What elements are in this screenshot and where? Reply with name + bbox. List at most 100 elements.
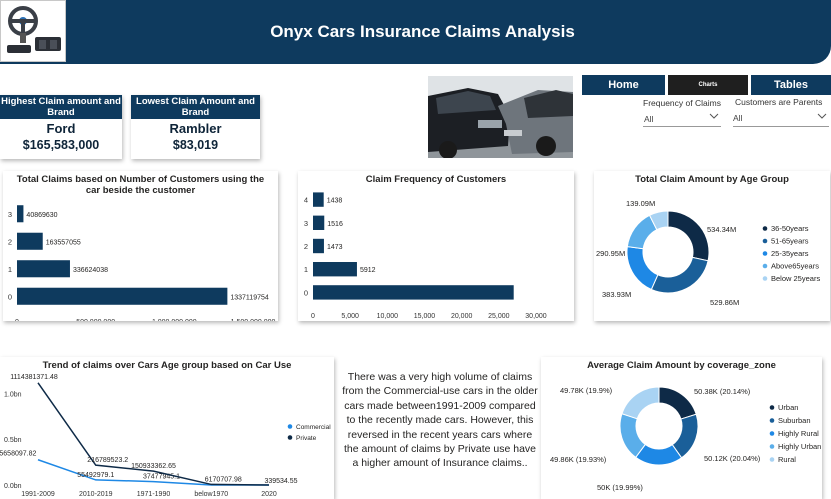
legend-label: Above65years xyxy=(771,262,819,271)
data-label: 55492979.1 xyxy=(77,472,114,479)
slicer-parents-value[interactable]: All xyxy=(733,113,743,123)
kpi-heading: Lowest Claim Amount and Brand xyxy=(131,95,260,119)
bar xyxy=(313,262,357,277)
chart-title: Total Claim Amount by Age Group xyxy=(635,174,789,185)
data-label: 1114381371.48 xyxy=(10,374,58,381)
chevron-down-icon[interactable] xyxy=(817,113,827,121)
legend-label: Private xyxy=(296,435,317,442)
legend-label: Highly Rural xyxy=(778,429,819,438)
legend-marker xyxy=(769,457,775,462)
y-tick-label: 2 xyxy=(304,242,308,251)
donut-slice xyxy=(667,210,710,262)
bar xyxy=(313,215,325,230)
chart-title: Total Claims based on Number of Customer… xyxy=(16,174,265,196)
bar xyxy=(17,205,24,223)
x-tick-label: 0 xyxy=(15,319,19,321)
chart-claims-by-customers: Total Claims based on Number of Customer… xyxy=(3,171,278,321)
legend-marker xyxy=(762,238,768,244)
x-tick-label: 5,000 xyxy=(341,313,359,320)
legend-marker xyxy=(762,226,768,231)
slice-label: 50K (19.99%) xyxy=(597,483,643,492)
chart-title: Average Claim Amount by coverage_zone xyxy=(587,360,776,371)
y-tick-label: 0.0bn xyxy=(4,483,22,490)
nav-charts-button[interactable]: Charts xyxy=(668,75,748,95)
logo xyxy=(0,0,66,62)
y-tick-label: 3 xyxy=(304,219,308,228)
data-label: 1516 xyxy=(327,221,343,228)
bar xyxy=(313,238,324,254)
data-label: 339534.55 xyxy=(264,478,297,485)
nav-tables-button[interactable]: Tables xyxy=(751,75,831,95)
chart-age-group: Total Claim Amount by Age Group 534.34M 3… xyxy=(594,171,830,321)
donut-slice xyxy=(650,256,709,294)
chart-claim-frequency: Claim Frequency of Customers 0 5,000 10,00… xyxy=(298,171,574,321)
legend-marker xyxy=(769,405,775,410)
legend-label: Urban xyxy=(778,403,798,412)
legend-label: Highly Urban xyxy=(778,442,821,451)
data-label: 37477945.1 xyxy=(143,474,180,481)
legend-label: Rural xyxy=(778,455,796,464)
legend-marker xyxy=(762,263,768,269)
x-tick-label: below1970 xyxy=(194,491,228,498)
y-tick-label: 3 xyxy=(8,210,12,219)
chart-title: Trend of claims over Cars Age group base… xyxy=(42,360,292,371)
kpi-brand: Ford xyxy=(46,121,76,136)
legend-marker xyxy=(769,418,775,423)
bar xyxy=(17,287,228,305)
insight-text: There was a very high volume of claims f… xyxy=(342,371,538,470)
x-tick-label: 15,000 xyxy=(414,313,436,320)
legend-marker xyxy=(762,276,768,281)
kpi-amount: $83,019 xyxy=(172,138,219,152)
data-label: 336624038 xyxy=(73,267,108,274)
legend-marker xyxy=(287,424,293,429)
legend-label: 51-65years xyxy=(771,237,809,246)
bar xyxy=(313,192,324,207)
x-tick-label: 2020 xyxy=(261,491,277,498)
legend-marker xyxy=(762,251,768,256)
legend-marker xyxy=(769,431,775,436)
x-tick-label: 0 xyxy=(311,313,315,320)
slice-label: 50.12K (20.04%) xyxy=(704,454,761,463)
data-label: 1337119754 xyxy=(230,294,269,301)
chart-coverage-zone: Average Claim Amount by coverage_zone 50… xyxy=(541,357,822,499)
x-tick-label: 1971-1990 xyxy=(137,491,171,498)
donut-chart-age-group: 534.34M 36-50years 529.86M 51-65years 383.93… xyxy=(596,199,820,307)
slice-label: 290.95M xyxy=(596,249,625,258)
donut-slice xyxy=(648,210,669,231)
nav-home-button[interactable]: Home xyxy=(582,75,665,95)
x-tick-label: 20,000 xyxy=(451,313,473,320)
data-label: 216789523.2 xyxy=(87,457,128,464)
data-label: 1473 xyxy=(327,244,343,251)
series-line xyxy=(37,382,270,486)
legend-marker xyxy=(769,444,775,449)
legend-label: Commercial xyxy=(296,424,331,431)
slicer-frequency-value[interactable]: All xyxy=(644,114,654,124)
data-label: 40869630 xyxy=(26,212,57,219)
car-crash-photo xyxy=(428,76,573,158)
data-label: 5912 xyxy=(360,267,376,274)
x-tick-label: 1,500,000,000 xyxy=(231,319,276,321)
steering-wheel-pedals-icon xyxy=(7,6,61,53)
x-tick-label: 1,000,000,000 xyxy=(152,319,197,321)
chevron-down-icon[interactable] xyxy=(709,113,719,121)
slicer-parents-label: Customers are Parents xyxy=(735,97,823,107)
legend-label: 25-35years xyxy=(771,249,809,258)
kpi-card-lowest: Lowest Claim Amount and Brand Rambler $8… xyxy=(131,95,260,159)
bar xyxy=(17,260,70,278)
chart-trend: Trend of claims over Cars Age group base… xyxy=(0,357,334,499)
page-title: Onyx Cars Insurance Claims Analysis xyxy=(270,22,575,41)
legend-label: Below 25years xyxy=(771,274,820,283)
y-tick-label: 0 xyxy=(8,292,12,301)
x-tick-label: 500,000,000 xyxy=(76,319,115,321)
data-label: 275658097.82 xyxy=(0,451,36,458)
data-label: 163557055 xyxy=(46,239,81,246)
header-bar xyxy=(0,0,831,64)
y-tick-label: 1.0bn xyxy=(4,391,22,398)
bar-chart-claims-by-customers: 0 500,000,000 1,000,000,000 1,500,000,000 3 4… xyxy=(8,205,276,321)
kpi-amount: $165,583,000 xyxy=(22,138,100,152)
y-tick-label: 1 xyxy=(8,265,12,274)
kpi-heading: Highest Claim amount and Brand xyxy=(0,95,122,119)
donut-chart-coverage-zone: 50.38K (20.14%) Urban 50.12K (20.04%) Subur… xyxy=(550,386,821,492)
data-label: 1438 xyxy=(327,198,343,205)
